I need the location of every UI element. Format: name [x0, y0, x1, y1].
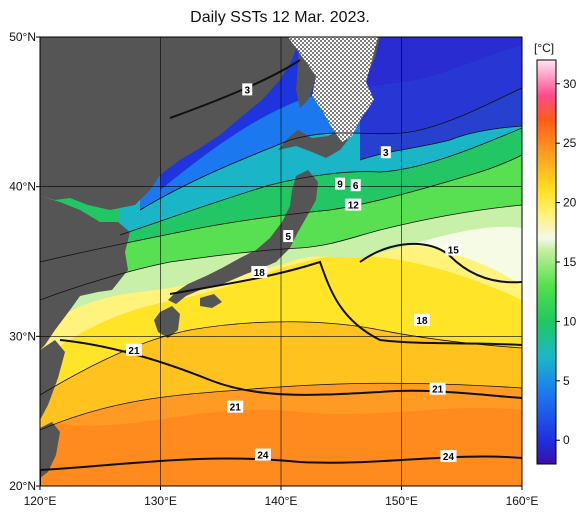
contour-label: 3: [242, 83, 253, 96]
contour-label: 6: [350, 179, 361, 192]
contour-label: 21: [429, 382, 446, 396]
contour-label-box: [254, 448, 271, 461]
colorbar-tick-label: 10: [563, 314, 577, 328]
sst-band-cold-east: [360, 37, 522, 160]
lat-tick-label: 30°N: [9, 329, 36, 343]
isotherm-15: [359, 242, 522, 284]
contour-label-box: [429, 382, 446, 395]
contour-label-box: [380, 146, 391, 159]
contour-label-box: [335, 177, 346, 190]
colorbar-tick-label: 30: [563, 77, 577, 91]
contour-label-text: 24: [443, 452, 455, 463]
graticule: [40, 37, 522, 486]
land-china-south: [40, 340, 65, 420]
land-taiwan: [40, 422, 60, 478]
contour-label-box: [227, 400, 244, 413]
lon-tick-label: 150°E: [385, 494, 418, 508]
colorbar-ticks: 0 5 10 15 20 25 30: [556, 77, 577, 447]
land-hokkaido: [278, 130, 348, 158]
land-shikoku: [200, 294, 222, 308]
contour-label-text: 21: [128, 346, 140, 357]
contour-label-box: [251, 265, 268, 278]
contour-label-box: [345, 198, 362, 211]
contour-label: 21: [125, 343, 142, 357]
colorbar-tick-label: 15: [563, 255, 577, 269]
isotherm-7: [119, 127, 522, 236]
lat-tick-label: 40°N: [9, 180, 36, 194]
colorbar-tick-label: 5: [563, 374, 570, 388]
contour-label: 24: [440, 450, 457, 463]
contour-labels: 3 3 9 6 12 5 15 18 18 21 21 21 24 24: [125, 83, 462, 463]
lon-tick-label: 130°E: [144, 494, 177, 508]
contour-label: 9: [335, 177, 346, 191]
contour-label-box: [413, 313, 430, 326]
contour-label-text: 12: [348, 201, 360, 212]
colorbar-unit-label: [°C]: [534, 41, 554, 55]
contour-label-text: 21: [432, 385, 444, 396]
isotherm-10: [40, 154, 522, 263]
lon-tick-label: 140°E: [265, 494, 298, 508]
lon-tick-label: 160°E: [506, 494, 539, 508]
colorbar: [°C] 0 5 10 15 20 25 30: [534, 41, 577, 465]
colorbar-tick-label: 0: [563, 433, 570, 447]
isotherm-20: [40, 321, 522, 396]
isotherm-4: [139, 87, 522, 211]
lat-tick-label: 20°N: [9, 479, 36, 493]
colorbar-ramp: [536, 59, 557, 465]
contour-label: 3: [380, 146, 391, 159]
lat-tick-label: 50°N: [9, 30, 36, 44]
land-china-korea: [40, 196, 130, 350]
colorbar-tick-label: 25: [563, 136, 577, 150]
contour-label-text: 3: [244, 85, 250, 96]
contour-label-text: 9: [337, 180, 343, 191]
contour-label-text: 21: [230, 403, 242, 414]
contour-label-box: [283, 230, 294, 243]
contour-label-text: 18: [254, 268, 266, 279]
contour-label: 18: [413, 313, 430, 327]
map-title: Daily SSTs 12 Mar. 2023.: [190, 9, 370, 26]
isotherm-18: [169, 260, 522, 346]
contour-label-text: 3: [383, 148, 389, 159]
contour-label-box: [125, 343, 142, 356]
contour-label: 18: [251, 265, 268, 279]
contour-label: 12: [345, 198, 362, 212]
contour-label-box: [350, 179, 361, 192]
isotherm-13: [40, 204, 522, 301]
contour-label: 15: [445, 243, 462, 257]
contour-label: 21: [227, 400, 244, 414]
land-asia-north: [40, 37, 300, 210]
isotherm-lines: [40, 87, 522, 431]
contour-label-box: [445, 243, 462, 256]
contour-label-box: [242, 83, 253, 96]
colorbar-tick-label: 20: [563, 196, 577, 210]
contour-label-text: 5: [285, 232, 291, 243]
lon-tick-label: 120°E: [24, 494, 57, 508]
sea-ice: [288, 37, 378, 142]
sst-field: 3 3 9 6 12 5 15 18 18 21 21 21 24 24: [40, 37, 522, 486]
contour-label-text: 24: [257, 451, 269, 462]
contour-label-text: 15: [448, 246, 460, 257]
contour-label-text: 6: [353, 181, 359, 192]
contour-label: 5: [283, 230, 294, 243]
contour-label-box: [440, 450, 457, 463]
contour-label: 24: [254, 448, 271, 462]
contour-label-text: 18: [416, 316, 428, 327]
axis-ticks: 120°E 130°E 140°E 150°E 160°E 20°N 30°N 40°N 50°…: [9, 30, 538, 508]
